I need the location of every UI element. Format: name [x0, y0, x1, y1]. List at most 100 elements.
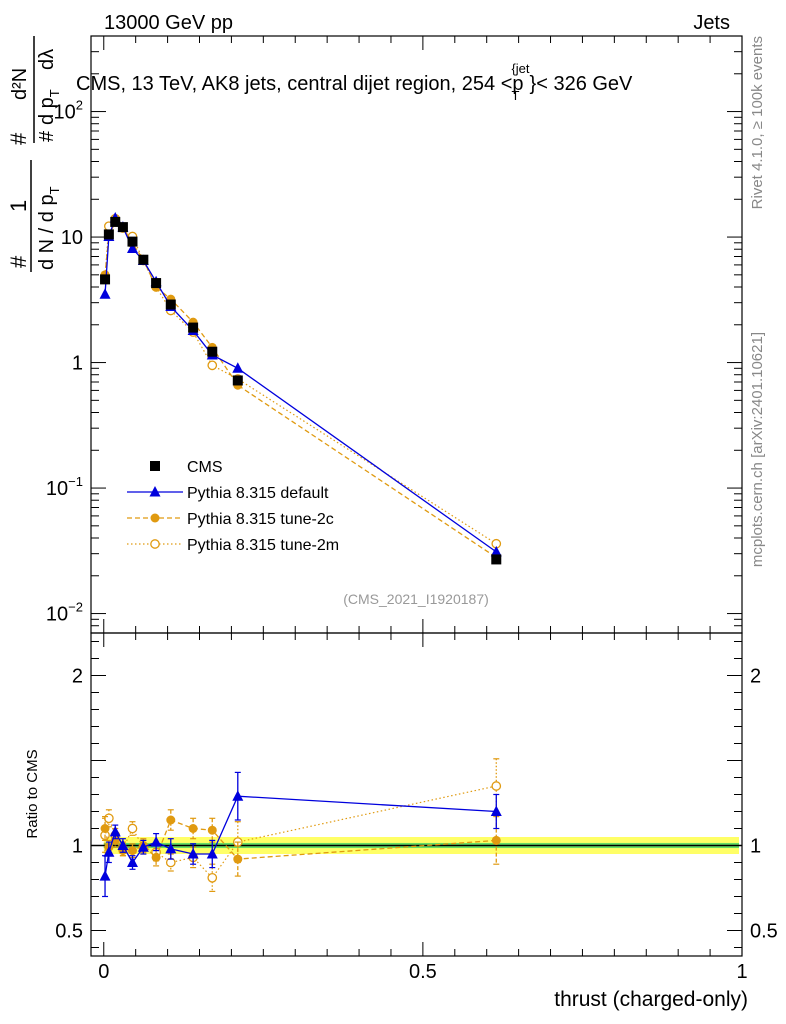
ratio-point-default	[187, 848, 199, 859]
point-data	[188, 322, 199, 333]
ratio-frame	[90, 632, 743, 957]
legend: CMS Pythia 8.315 default Pythia 8.315 tune…	[127, 459, 339, 554]
legend-marker	[150, 513, 160, 523]
ratio-series-tune2m	[100, 758, 502, 893]
main-series	[99, 211, 502, 565]
energy-label: 13000 GeV pp	[104, 12, 233, 34]
ratio-point-tune2c	[166, 815, 176, 825]
ratio-point-default	[232, 790, 244, 801]
point-data	[117, 222, 128, 233]
title-post: }< 326 GeV	[530, 73, 634, 95]
ratio-point-default	[165, 842, 177, 854]
ratio-point-default	[103, 846, 115, 857]
y-tick-label: 10−1	[46, 474, 83, 500]
ylabel-hash-2: #	[6, 132, 31, 145]
ratio-point-tune2c	[491, 835, 501, 845]
legend-label: Pythia 8.315 tune-2c	[187, 511, 334, 528]
legend-item: CMS	[150, 459, 223, 476]
series-default	[99, 211, 502, 557]
legend-item: Pythia 8.315 tune-2m	[127, 537, 339, 554]
rivet-label: Rivet 4.1.0, ≥ 100k events	[749, 36, 766, 209]
point-data	[127, 236, 138, 247]
ratio-ylabel: Ratio to CMS	[24, 749, 41, 838]
y-tick-exp: −2	[68, 600, 83, 615]
legend-label: CMS	[187, 459, 223, 476]
ratio-y-tick-label-right: 2	[750, 666, 761, 688]
title-pre: CMS, 13 TeV, AK8 jets, central dijet reg…	[76, 73, 524, 95]
ratio-point-default	[150, 836, 162, 847]
point-data	[100, 274, 111, 285]
ylabel-denom: d N / d pT	[36, 186, 62, 270]
y-tick-label: 1	[72, 353, 83, 375]
point-tune2m	[207, 360, 218, 371]
point-data	[165, 299, 176, 310]
analysis-id: (CMS_2021_I1920187)	[343, 591, 489, 607]
series-line-tune2c	[104, 219, 497, 558]
point-data	[138, 254, 149, 265]
y-tick-label: 10−2	[46, 600, 83, 626]
ratio-point-default	[117, 839, 129, 850]
x-tick-label: 0	[98, 961, 109, 983]
ratio-line-default	[104, 795, 497, 877]
ratio-point-default	[126, 856, 138, 867]
ratio-point-tune2c	[100, 824, 110, 833]
x-tick-label: 1	[736, 961, 747, 983]
ratio-y-tick-label: 0.5	[55, 921, 83, 943]
legend-marker	[150, 461, 160, 471]
legend-item: Pythia 8.315 tune-2c	[127, 511, 334, 528]
ratio-point-tune2m	[491, 781, 502, 791]
ratio-y-tick-label-right: 1	[750, 836, 761, 858]
ratio-point-tune2c	[127, 846, 137, 856]
ratio-point-default	[206, 848, 218, 859]
series-data	[100, 216, 502, 565]
ratio-point-tune2c	[233, 854, 243, 864]
ratio-point-tune2m	[127, 823, 138, 834]
ratio-point-tune2m	[104, 813, 114, 824]
ratio-series	[99, 758, 502, 898]
point-data	[103, 229, 114, 240]
ratio-point-tune2c	[207, 825, 217, 835]
ylabel-denom-text: d N / d p	[36, 194, 58, 270]
ratio-point-default	[490, 805, 502, 816]
ylabel-denom-sub: T	[47, 186, 62, 194]
point-default	[99, 288, 111, 299]
plot-title: CMS, 13 TeV, AK8 jets, central dijet reg…	[76, 61, 633, 103]
ylabel-d2n: d²N	[9, 68, 31, 100]
y-tick-exp: −1	[68, 474, 83, 489]
legend-label: Pythia 8.315 default	[187, 485, 329, 502]
ylabel-hash-1: #	[6, 255, 31, 268]
y-tick-label: 10	[61, 227, 83, 249]
ratio-series-default	[99, 771, 502, 898]
y-tick-base: 10	[46, 478, 68, 500]
y-axis-title: # 1 d N / d pT # d²N # d pT dλ	[6, 36, 62, 272]
ratio-band	[91, 837, 742, 854]
title-sub: T	[512, 88, 520, 103]
jets-label: Jets	[693, 12, 730, 34]
y-tick-base: 10	[54, 102, 76, 124]
ylabel-dp-text: d p	[36, 97, 58, 125]
point-data	[232, 375, 243, 386]
ratio-point-default	[137, 841, 149, 852]
point-data	[151, 278, 162, 289]
legend-item: Pythia 8.315 default	[127, 485, 329, 502]
ratio-point-default	[109, 825, 121, 837]
legend-label: Pythia 8.315 tune-2m	[187, 537, 339, 554]
ylabel-hash-3: #	[36, 130, 58, 142]
ratio-ticks: 0.5 0.51 12 20 0.5 1	[55, 633, 778, 983]
y-tick-exp: 2	[76, 98, 83, 113]
ratio-y-tick-label: 1	[72, 836, 83, 858]
y-tick-label: 102	[54, 98, 83, 124]
ratio-point-tune2c	[151, 852, 161, 862]
title-sup: {jet	[511, 61, 529, 76]
legend-marker	[149, 486, 161, 497]
ylabel-dp: d pT	[36, 89, 62, 125]
ratio-y-tick-label-right: 0.5	[750, 921, 778, 943]
point-data	[491, 554, 502, 565]
x-tick-label: 0.5	[409, 961, 437, 983]
point-data	[110, 216, 121, 227]
point-default	[126, 242, 138, 254]
point-default	[490, 545, 502, 557]
main-panel: CMS, 13 TeV, AK8 jets, central dijet reg…	[6, 35, 743, 634]
